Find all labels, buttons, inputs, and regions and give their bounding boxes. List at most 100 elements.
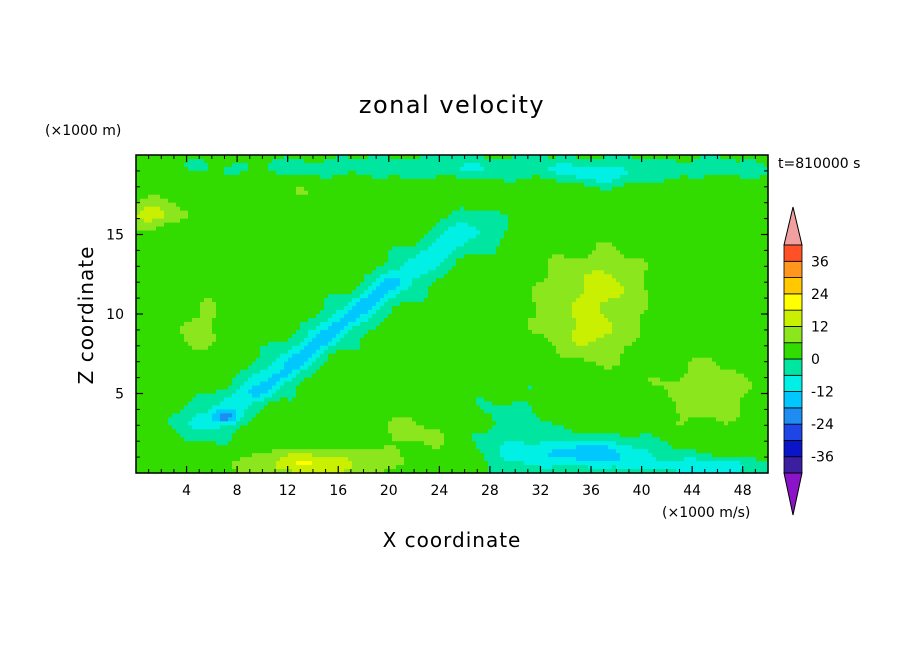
field-cell bbox=[456, 258, 461, 263]
field-cell bbox=[232, 262, 237, 267]
field-cell bbox=[492, 194, 497, 200]
field-cell bbox=[464, 226, 469, 232]
field-cell bbox=[380, 238, 385, 244]
field-cell bbox=[524, 198, 529, 204]
field-cell bbox=[208, 230, 213, 236]
field-cell bbox=[312, 258, 317, 263]
field-cell bbox=[244, 226, 249, 232]
field-cell bbox=[396, 266, 401, 271]
field-cell bbox=[580, 246, 585, 252]
field-cell bbox=[260, 178, 265, 184]
field-cell bbox=[640, 226, 645, 232]
field-cell bbox=[288, 202, 293, 208]
field-cell bbox=[220, 250, 225, 255]
field-cell bbox=[340, 162, 345, 168]
field-cell bbox=[636, 214, 641, 220]
field-cell bbox=[292, 190, 297, 196]
field-cell bbox=[736, 194, 741, 200]
field-cell bbox=[144, 234, 149, 240]
field-cell bbox=[296, 234, 301, 240]
field-cell bbox=[564, 182, 569, 188]
field-cell bbox=[140, 258, 145, 263]
field-cell bbox=[656, 170, 661, 176]
field-cell bbox=[708, 222, 713, 228]
field-cell bbox=[244, 230, 249, 236]
field-cell bbox=[748, 258, 753, 263]
field-cell bbox=[320, 238, 325, 244]
field-cell bbox=[640, 158, 645, 164]
field-cell bbox=[620, 206, 625, 212]
field-cell bbox=[484, 198, 489, 204]
field-cell bbox=[692, 170, 697, 176]
field-cell bbox=[556, 222, 561, 228]
field-cell bbox=[352, 158, 357, 164]
field-cell bbox=[524, 214, 529, 220]
field-cell bbox=[204, 190, 209, 196]
field-cell bbox=[704, 158, 709, 164]
field-cell bbox=[752, 254, 757, 259]
field-cell bbox=[580, 194, 585, 200]
field-cell bbox=[324, 198, 329, 204]
field-cell bbox=[684, 202, 689, 208]
field-cell bbox=[320, 162, 325, 168]
field-cell bbox=[652, 254, 657, 259]
field-cell bbox=[636, 230, 641, 236]
field-cell bbox=[152, 206, 157, 212]
field-cell bbox=[468, 194, 473, 200]
field-cell bbox=[476, 170, 481, 176]
field-cell bbox=[644, 194, 649, 200]
field-cell bbox=[212, 214, 217, 220]
field-cell bbox=[304, 178, 309, 184]
field-cell bbox=[544, 210, 549, 216]
field-cell bbox=[400, 270, 405, 275]
field-cell bbox=[300, 226, 305, 232]
field-cell bbox=[236, 218, 241, 224]
field-cell bbox=[228, 162, 233, 168]
field-cell bbox=[136, 222, 141, 228]
field-cell bbox=[720, 242, 725, 248]
field-cell bbox=[432, 206, 437, 212]
field-cell bbox=[444, 266, 449, 271]
field-cell bbox=[304, 278, 309, 283]
field-cell bbox=[740, 210, 745, 216]
field-cell bbox=[364, 178, 369, 184]
field-cell bbox=[520, 266, 525, 271]
field-cell bbox=[620, 190, 625, 196]
field-cell bbox=[388, 250, 393, 255]
field-cell bbox=[212, 226, 217, 232]
field-cell bbox=[692, 166, 697, 172]
field-cell bbox=[368, 218, 373, 224]
field-cell bbox=[224, 258, 229, 263]
field-cell bbox=[232, 158, 237, 164]
field-cell bbox=[324, 234, 329, 240]
field-cell bbox=[400, 182, 405, 188]
field-cell bbox=[256, 166, 261, 172]
field-cell bbox=[240, 158, 245, 164]
field-cell bbox=[268, 254, 273, 259]
field-cell bbox=[376, 278, 381, 283]
field-cell bbox=[368, 194, 373, 200]
field-cell bbox=[404, 246, 409, 252]
field-cell bbox=[228, 206, 233, 212]
field-cell bbox=[136, 166, 141, 172]
field-cell bbox=[180, 186, 185, 192]
field-cell bbox=[564, 194, 569, 200]
field-cell bbox=[648, 162, 653, 168]
field-cell bbox=[728, 266, 733, 271]
field-cell bbox=[148, 155, 153, 160]
field-cell bbox=[284, 258, 289, 263]
field-cell bbox=[252, 258, 257, 263]
field-cell bbox=[264, 222, 269, 228]
field-cell bbox=[216, 174, 221, 180]
field-cell bbox=[484, 218, 489, 224]
field-cell bbox=[616, 162, 621, 168]
field-cell bbox=[448, 166, 453, 172]
field-cell bbox=[532, 158, 537, 164]
field-cell bbox=[176, 246, 181, 252]
field-cell bbox=[604, 230, 609, 236]
field-cell bbox=[452, 254, 457, 259]
field-cell bbox=[764, 266, 769, 271]
field-cell bbox=[188, 178, 193, 184]
field-cell bbox=[272, 155, 277, 160]
field-cell bbox=[648, 234, 653, 240]
